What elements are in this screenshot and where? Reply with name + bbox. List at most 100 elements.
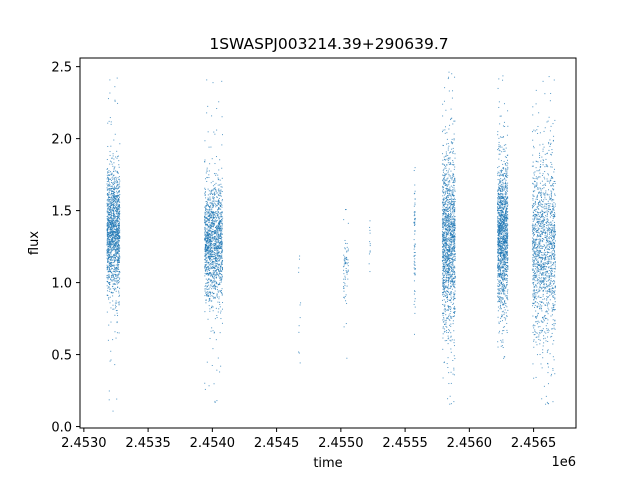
- data-point: [114, 278, 116, 280]
- data-point: [210, 244, 212, 246]
- data-point: [442, 228, 444, 230]
- data-point: [443, 182, 445, 184]
- data-point: [448, 308, 450, 310]
- data-point: [450, 198, 452, 200]
- data-point: [209, 280, 211, 282]
- data-point: [447, 398, 449, 400]
- data-point: [206, 237, 208, 239]
- data-point: [442, 277, 444, 279]
- data-point: [214, 249, 216, 251]
- data-point: [107, 171, 109, 173]
- data-point: [445, 245, 447, 247]
- data-point: [452, 249, 454, 251]
- data-point: [205, 282, 207, 284]
- data-point: [450, 317, 452, 319]
- data-point: [210, 245, 212, 247]
- data-point: [443, 236, 445, 238]
- data-point: [445, 309, 447, 311]
- data-point: [453, 240, 455, 242]
- data-point: [218, 240, 220, 242]
- data-point: [453, 311, 455, 313]
- data-point: [448, 237, 450, 239]
- data-point: [452, 235, 453, 237]
- data-point: [215, 226, 217, 228]
- data-point: [505, 232, 507, 234]
- data-point: [445, 241, 447, 243]
- data-point: [498, 199, 500, 201]
- data-point: [113, 270, 115, 272]
- data-point: [118, 212, 120, 214]
- data-point: [453, 342, 455, 344]
- data-point: [114, 237, 116, 239]
- data-point: [445, 165, 447, 167]
- data-point: [454, 179, 456, 181]
- data-point: [207, 252, 209, 254]
- data-point: [218, 246, 220, 248]
- data-point: [447, 253, 449, 255]
- data-point: [452, 189, 454, 190]
- data-point: [450, 220, 452, 222]
- data-point: [444, 252, 446, 254]
- data-point: [109, 360, 111, 362]
- data-point: [450, 230, 452, 232]
- data-point: [450, 204, 452, 206]
- data-point: [503, 248, 505, 250]
- data-point: [449, 225, 451, 227]
- data-point: [217, 234, 219, 236]
- data-point: [444, 132, 446, 134]
- data-point: [111, 224, 113, 226]
- data-point: [445, 259, 447, 261]
- data-point: [450, 241, 452, 243]
- data-point: [111, 199, 113, 201]
- data-point: [106, 285, 108, 287]
- data-point: [442, 252, 444, 254]
- data-point: [110, 292, 112, 294]
- data-point: [217, 237, 219, 239]
- data-point: [221, 243, 223, 245]
- data-point: [111, 279, 113, 281]
- data-point: [212, 249, 214, 251]
- data-point: [205, 292, 207, 294]
- data-point: [114, 166, 116, 168]
- data-point: [213, 272, 215, 274]
- data-point: [118, 281, 120, 283]
- data-point: [211, 307, 213, 309]
- data-point: [108, 254, 110, 256]
- data-point: [504, 260, 506, 262]
- data-point: [500, 274, 502, 275]
- data-point: [211, 219, 213, 221]
- data-point: [507, 224, 509, 226]
- data-point: [107, 203, 109, 205]
- data-point: [452, 228, 454, 230]
- data-point: [118, 262, 120, 264]
- data-point: [206, 177, 208, 179]
- data-point: [204, 238, 206, 240]
- data-point: [216, 293, 218, 295]
- data-point: [107, 232, 109, 234]
- data-point: [447, 216, 449, 218]
- data-point: [204, 195, 206, 197]
- data-point: [112, 198, 114, 200]
- data-point: [504, 225, 506, 227]
- data-point: [452, 258, 454, 260]
- data-point: [498, 193, 500, 195]
- data-point: [117, 236, 119, 238]
- data-point: [214, 212, 216, 214]
- data-point: [213, 204, 215, 206]
- data-point: [217, 203, 219, 205]
- data-point: [413, 252, 415, 254]
- data-point: [413, 303, 415, 305]
- data-point: [117, 205, 119, 207]
- data-point: [505, 277, 507, 279]
- data-point: [506, 188, 508, 190]
- data-point: [221, 322, 223, 324]
- data-point: [447, 240, 449, 242]
- data-point: [443, 236, 445, 238]
- data-point: [207, 294, 209, 296]
- data-point: [342, 266, 344, 268]
- data-point: [217, 230, 219, 232]
- data-point: [110, 256, 112, 258]
- data-point: [108, 241, 110, 243]
- data-point: [443, 222, 445, 224]
- data-point: [210, 265, 212, 267]
